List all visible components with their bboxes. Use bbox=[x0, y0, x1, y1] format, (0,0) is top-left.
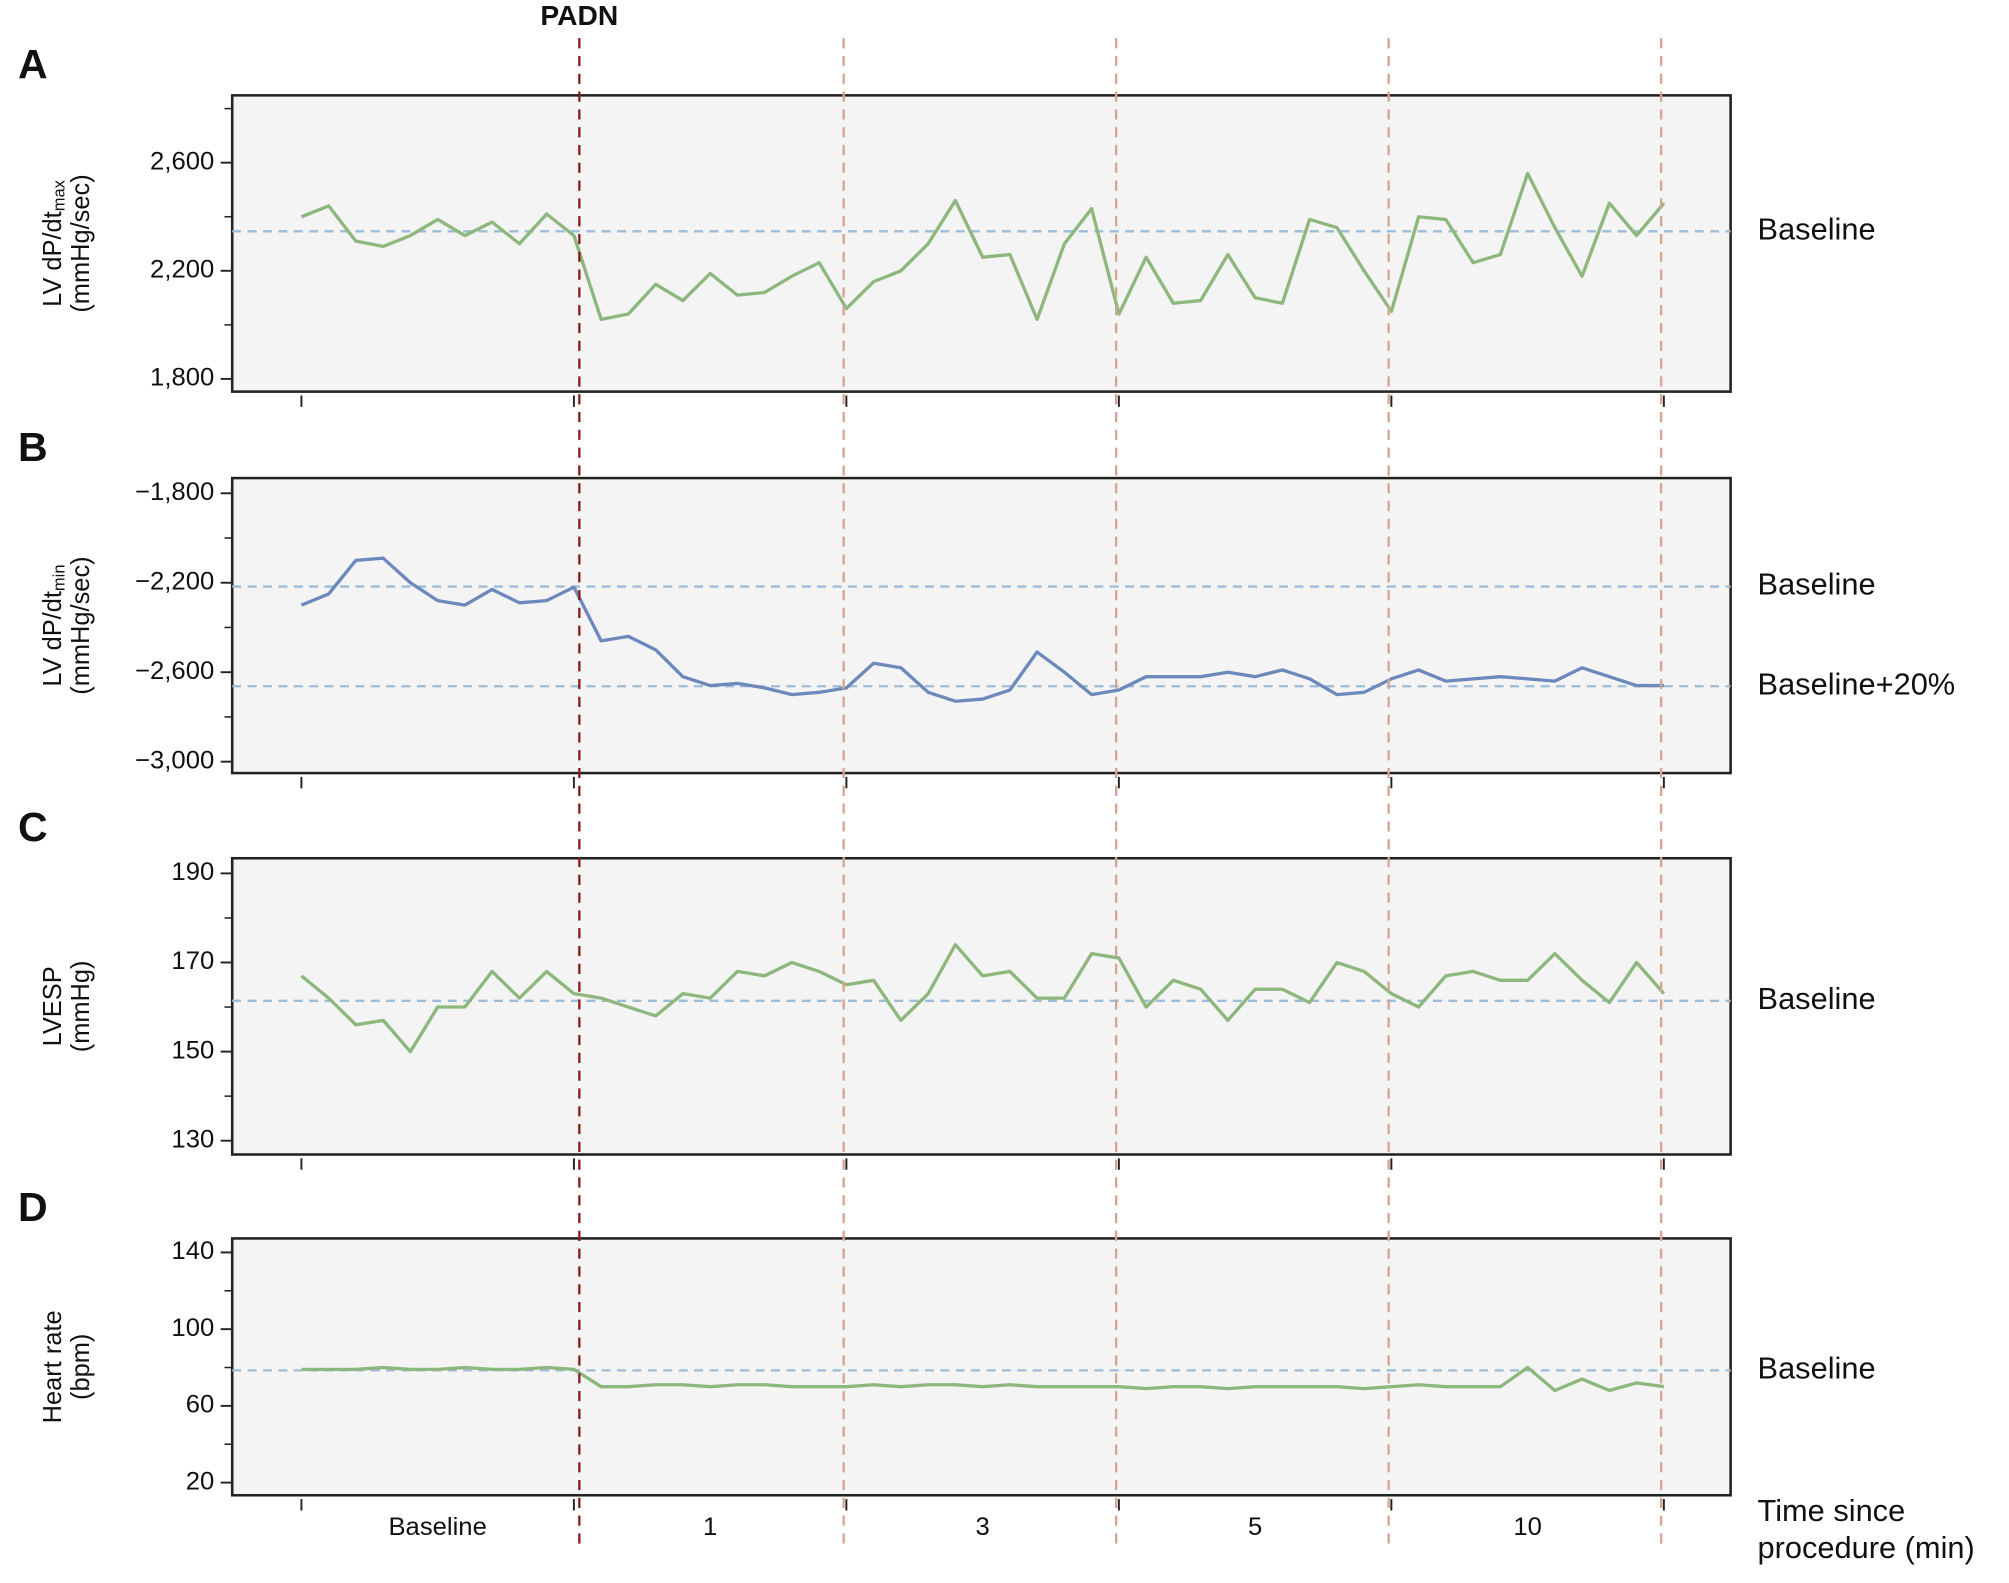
plot-area bbox=[230, 1237, 1732, 1497]
y-tick-label: 190 bbox=[171, 858, 214, 886]
y-tick-label: 60 bbox=[186, 1391, 215, 1419]
reference-label: Baseline bbox=[1758, 1352, 1876, 1386]
panel-letter: B bbox=[18, 424, 48, 470]
reference-label: Baseline bbox=[1758, 982, 1876, 1016]
y-axis-unit: (mmHg) bbox=[67, 960, 95, 1052]
y-tick-label: 150 bbox=[171, 1036, 214, 1064]
y-axis-label: Heart rate bbox=[39, 1310, 67, 1423]
y-tick-label: −3,000 bbox=[135, 746, 214, 774]
x-category-label: 10 bbox=[1513, 1513, 1542, 1541]
y-axis-label: LVESP bbox=[39, 966, 67, 1046]
y-axis-label-main: LV dP/dt bbox=[39, 591, 67, 687]
y-tick-label: 140 bbox=[171, 1237, 214, 1265]
y-axis-label-sub: min bbox=[50, 564, 69, 591]
data-line bbox=[300, 943, 1666, 1054]
y-axis-label: LV dP/dtmax bbox=[39, 179, 69, 307]
y-axis-label-main: Heart rate bbox=[39, 1310, 67, 1423]
y-axis-label: LV dP/dtmin bbox=[39, 564, 69, 686]
y-axis-label-main: LVESP bbox=[39, 966, 67, 1046]
reference-label: Baseline bbox=[1758, 568, 1876, 602]
y-tick-label: −1,800 bbox=[135, 478, 214, 506]
y-axis-unit: (mmHg/sec) bbox=[67, 556, 95, 694]
data-line bbox=[300, 556, 1664, 703]
y-tick-label: 170 bbox=[171, 947, 214, 975]
x-category-label: Baseline bbox=[388, 1513, 486, 1541]
event-label: PADN bbox=[540, 0, 618, 31]
data-line bbox=[300, 171, 1666, 322]
y-tick-label: 2,600 bbox=[150, 147, 214, 175]
x-category-label: 5 bbox=[1248, 1513, 1262, 1541]
panel-letter: C bbox=[18, 804, 48, 850]
reference-label: Baseline+20% bbox=[1758, 667, 1956, 701]
y-tick-label: 2,200 bbox=[150, 256, 214, 284]
plot-area bbox=[230, 476, 1732, 775]
y-tick-label: −2,200 bbox=[135, 568, 214, 596]
panel-letter: A bbox=[18, 41, 48, 87]
x-category-label: 3 bbox=[976, 1513, 990, 1541]
y-axis-unit: (bpm) bbox=[67, 1334, 95, 1400]
x-axis-label: Time since bbox=[1758, 1494, 1906, 1528]
y-tick-label: −2,600 bbox=[135, 657, 214, 685]
plot-area bbox=[230, 856, 1732, 1156]
y-axis-label-main: LV dP/dt bbox=[39, 211, 67, 307]
y-tick-label: 100 bbox=[171, 1314, 214, 1342]
y-axis-label-sub: max bbox=[50, 179, 69, 211]
plot-area bbox=[230, 94, 1732, 393]
x-category-label: 1 bbox=[703, 1513, 717, 1541]
y-tick-label: 20 bbox=[186, 1467, 215, 1495]
reference-label: Baseline bbox=[1758, 213, 1876, 247]
panel-letter: D bbox=[18, 1184, 48, 1230]
y-tick-label: 1,800 bbox=[150, 364, 214, 392]
x-axis-label: procedure (min) bbox=[1758, 1531, 1975, 1565]
data-line bbox=[301, 1365, 1665, 1393]
y-tick-label: 130 bbox=[171, 1126, 214, 1154]
y-axis-unit: (mmHg/sec) bbox=[67, 174, 95, 312]
